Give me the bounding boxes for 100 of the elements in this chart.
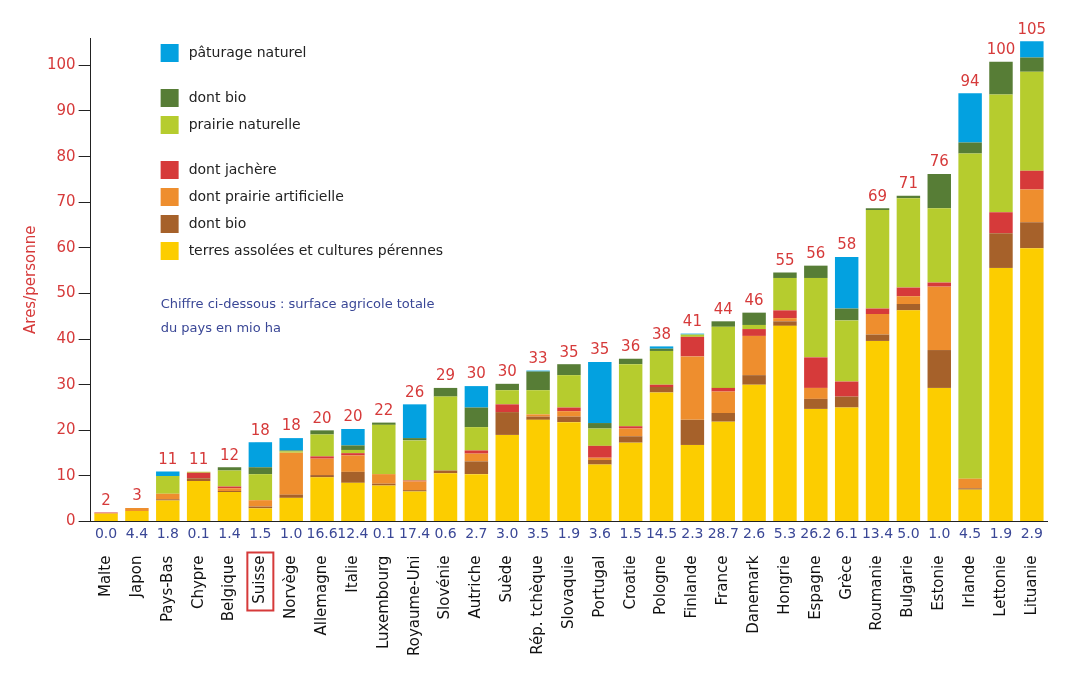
x-tick-label: Roumanie: [867, 555, 886, 631]
total-label: 29: [435, 366, 456, 385]
y-tick-label: 100: [46, 55, 76, 74]
text: 0.0: [94, 525, 118, 542]
total-label: 11: [189, 450, 209, 469]
legend-label: terres assolées et cultures pérennes: [188, 241, 444, 258]
x-tick-label: Irlande: [960, 555, 979, 608]
y-tick-label: 90: [56, 100, 76, 119]
text: 5.3: [773, 525, 797, 542]
legend-label: dont jachère: [188, 160, 277, 177]
text: 2.6: [742, 525, 766, 542]
x-tick-label: Estonie: [929, 555, 948, 611]
total-label: 35: [590, 340, 610, 359]
total-label: 22: [374, 400, 394, 419]
total-label: 100: [986, 40, 1016, 59]
total-label: 76: [929, 152, 949, 171]
y-tick-label: 50: [56, 283, 76, 302]
legend-label: prairie naturelle: [188, 115, 301, 132]
x-tick-label: Grèce: [836, 555, 855, 600]
text: 6.1: [835, 525, 858, 542]
total-label: 46: [744, 291, 764, 310]
text: 2.3: [681, 525, 704, 542]
x-tick-label: Finlande: [682, 555, 701, 619]
y-tick-label: 70: [56, 192, 76, 211]
y-tick-label: 30: [56, 374, 76, 393]
total-label: 38: [651, 324, 672, 343]
total-label: 71: [898, 174, 918, 193]
text: 14.5: [645, 525, 678, 542]
y-axis-title: Ares/personne: [20, 225, 39, 334]
x-tick-label: Suède: [497, 555, 516, 603]
total-label: 18: [281, 416, 301, 435]
x-tick-label: Pologne: [651, 555, 670, 615]
total-label: 12: [219, 445, 240, 464]
x-tick-label: Allemagne: [311, 555, 330, 636]
total-label: 105: [1017, 19, 1047, 38]
text: 13.4: [861, 525, 894, 542]
y-tick-label: 40: [56, 329, 76, 347]
total-label: 20: [343, 407, 363, 426]
text: 1.0: [928, 525, 951, 542]
x-tick-label: Pays-Bas: [157, 555, 176, 623]
x-tick-label: Slovaquie: [558, 555, 577, 629]
total-label: 2: [101, 490, 111, 509]
total-label: 18: [250, 420, 270, 439]
total-label: 36: [621, 337, 641, 356]
x-tick-label: Hongrie: [774, 555, 793, 615]
x-tick-label: Italie: [342, 555, 361, 593]
text: 28.7: [707, 525, 739, 542]
total-label: 11: [158, 449, 178, 468]
text: 1.4: [218, 525, 241, 542]
x-tick-label: France: [713, 555, 732, 606]
x-tick-label: Chypre: [188, 555, 207, 610]
x-tick-label: Lettonie: [990, 555, 1009, 617]
text: 3.6: [588, 525, 612, 542]
annotation: Chiffre ci-dessous : surface agricole totale du pays en mio ha: [160, 296, 435, 335]
total-label: 30: [466, 364, 486, 383]
x-tick-label: Croatie: [620, 555, 639, 610]
total-label: 69: [868, 186, 888, 205]
x-tick-label: Norvège: [281, 555, 300, 620]
text: 1.5: [249, 525, 272, 542]
legend-label: dont bio: [188, 88, 247, 105]
text: 0.1: [187, 525, 210, 542]
x-tick-label: Portugal: [589, 555, 608, 618]
x-tick-label: Royaume-Uni: [404, 555, 423, 657]
text: 0.1: [372, 525, 395, 542]
total-label: 26: [405, 382, 425, 401]
legend-label: dont prairie artificielle: [188, 187, 344, 204]
total-label: 41: [682, 312, 702, 331]
text: 1.0: [280, 525, 303, 542]
total-label: 58: [837, 235, 857, 254]
x-tick-label: Rép. tchèque: [527, 555, 546, 655]
x-tick-label: Luxembourg: [373, 555, 392, 650]
text: 5.0: [897, 525, 920, 542]
x-tick-label: Malte: [95, 555, 114, 598]
x-tick-label: Belgique: [219, 555, 238, 622]
text: 1.9: [557, 525, 581, 542]
total-label: 35: [559, 342, 579, 361]
x-tick-label: Slovénie: [435, 555, 454, 620]
text: 0.6: [434, 525, 457, 542]
text: 2.9: [1020, 525, 1043, 542]
y-tick-label: 0: [66, 511, 76, 530]
total-label: 30: [497, 362, 517, 381]
y-tick-label: 10: [56, 465, 76, 484]
legend-label: pâturage naturel: [188, 43, 307, 60]
text: 3.5: [526, 525, 550, 542]
total-label: 55: [775, 250, 795, 269]
y-tick-label: 80: [56, 146, 76, 165]
text: 12.4: [337, 525, 369, 542]
text: 26.2: [800, 525, 832, 542]
text: 4.4: [125, 525, 149, 542]
y-tick-label: 60: [56, 237, 76, 256]
y-tick-label: 20: [56, 420, 76, 439]
x-tick-label: Espagne: [805, 555, 824, 620]
text: 16.6: [306, 525, 338, 542]
x-tick-label: Bulgarie: [898, 555, 917, 618]
legend-label: dont bio: [188, 214, 247, 231]
x-tick-label: Japon: [126, 555, 145, 599]
text: 1.5: [619, 525, 642, 542]
x-tick-label: Autriche: [466, 555, 485, 619]
text: 4.5: [958, 525, 982, 542]
text: 17.4: [399, 525, 431, 542]
